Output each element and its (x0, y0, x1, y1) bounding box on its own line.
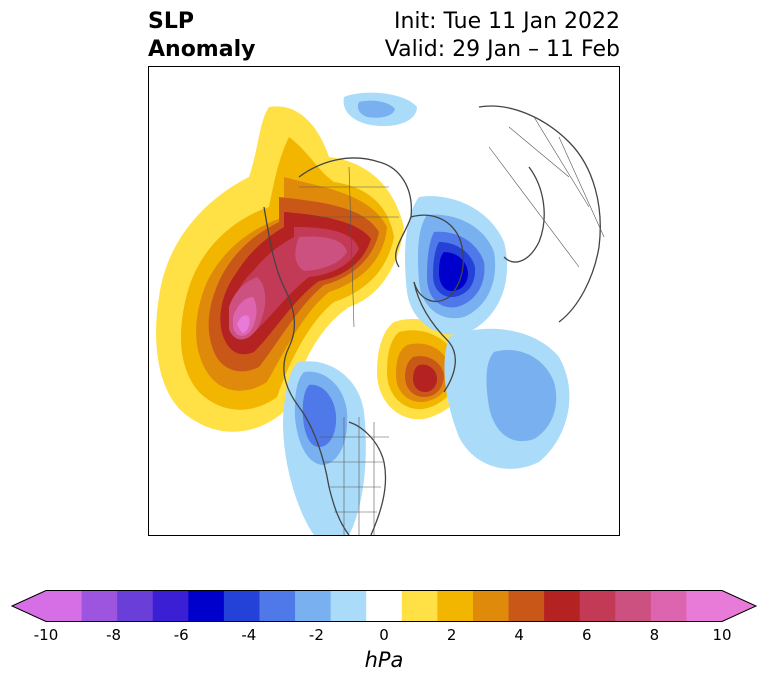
negative-anomaly-north-inner (357, 100, 395, 118)
colorbar-tick-label: 2 (446, 626, 457, 644)
colorbar-outline (10, 590, 758, 622)
colorbar-swatch (46, 590, 83, 622)
colorbar-tick-label: 8 (649, 626, 660, 644)
colorbar-swatch (152, 590, 189, 622)
map-svg (156, 92, 605, 535)
title-variable-line2: Anomaly (148, 37, 256, 62)
colorbar-swatch (508, 590, 545, 622)
colorbar-tick-label: 10 (712, 626, 732, 644)
political-borders (299, 116, 605, 535)
negative-anomaly-scandinavia (404, 196, 508, 335)
colorbar-swatch (295, 590, 332, 622)
colorbar-tick-label: -10 (33, 626, 59, 644)
colorbar-swatch (81, 590, 118, 622)
colorbar-swatch (472, 590, 510, 622)
colorbar-swatch (366, 590, 403, 622)
anomaly-map (148, 66, 620, 536)
positive-anomaly-canada (377, 318, 470, 420)
colorbar-swatch (223, 590, 260, 622)
negative-anomaly-west-na (283, 361, 366, 535)
title-variable: SLP (148, 9, 194, 34)
colorbar-tick-label: -8 (106, 626, 122, 644)
positive-anomaly-pacific (156, 106, 404, 432)
colorbar-swatch (437, 590, 474, 622)
colorbar-swatch (117, 590, 154, 622)
colorbar-tick-label: -4 (241, 626, 257, 644)
colorbar-tick-label: -6 (173, 626, 189, 644)
colorbar-swatch (615, 590, 652, 622)
map-title: SLP Anomaly (148, 8, 255, 64)
negative-anomaly-atlantic (444, 328, 570, 469)
colorbar-tick-label: 6 (582, 626, 592, 644)
colorbar-tick-label: -2 (308, 626, 324, 644)
colorbar-label: hPa (364, 648, 404, 672)
colorbar-swatch (259, 590, 296, 622)
coastlines (263, 105, 601, 535)
colorbar-tick-label: 0 (379, 626, 389, 644)
colorbar-swatch (579, 590, 616, 622)
colorbar-swatch (544, 590, 581, 622)
forecast-dates: Init: Tue 11 Jan 2022 Valid: 29 Jan – 11… (385, 8, 620, 64)
colorbar-tick-label: 4 (514, 626, 524, 644)
valid-range: Valid: 29 Jan – 11 Feb (384, 37, 620, 62)
colorbar (10, 590, 758, 622)
colorbar-extend-max (722, 590, 756, 622)
colorbar-swatch (401, 590, 438, 622)
colorbar-swatch (650, 590, 687, 622)
init-date: Init: Tue 11 Jan 2022 (393, 9, 620, 34)
colorbar-swatch (330, 590, 367, 622)
colorbar-extend-min (12, 590, 46, 622)
colorbar-swatch (188, 590, 225, 622)
colorbar-swatch (686, 590, 723, 622)
